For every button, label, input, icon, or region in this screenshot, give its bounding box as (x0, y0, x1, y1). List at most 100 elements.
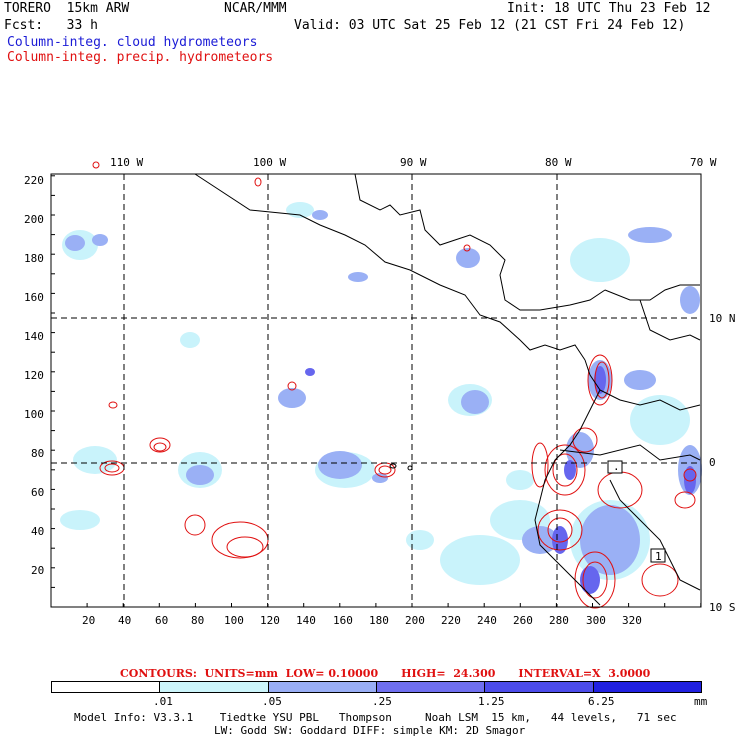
precip-contour (547, 517, 573, 543)
lon-label: 70 W (690, 156, 717, 169)
max-box-label: 1 (655, 550, 662, 563)
cloud-patch (552, 526, 568, 554)
lat-lon-grid (51, 174, 701, 607)
cloud-patch (624, 370, 656, 390)
valid-time: Valid: 03 UTC Sat 25 Feb 12 (21 CST Fri … (294, 18, 686, 33)
central-america-coast (194, 173, 586, 361)
precip-contour (544, 444, 586, 496)
precip-contour (463, 244, 471, 252)
cloud-legend: Column-integ. cloud hydrometeors (7, 35, 258, 50)
south-america-west-coast (534, 359, 601, 606)
cloud-patch (564, 460, 576, 480)
coastlines (194, 173, 701, 606)
x-tick: 220 (441, 614, 461, 627)
max-box-label: . (613, 460, 620, 473)
model-info: Model Info: V3.3.1 Tiedtke YSU PBL Thomp… (74, 711, 677, 724)
colorbar-label: .25 (372, 695, 392, 708)
colorbar-segment (485, 682, 594, 692)
ecuador-peru-border (559, 444, 701, 461)
x-tick: 260 (513, 614, 533, 627)
precip-contour (683, 468, 697, 482)
heavy-cloud-areas (305, 366, 696, 594)
colorbar-label: 1.25 (478, 695, 505, 708)
model-title: TORERO 15km ARW (4, 1, 130, 16)
init-time: Init: 18 UTC Thu 23 Feb 12 (507, 1, 711, 16)
cloud-patch (318, 451, 362, 479)
org-label: NCAR/MMM (224, 1, 287, 16)
cloud-patch (506, 470, 534, 490)
precip-legend: Column-integ. precip. hydrometeors (7, 50, 274, 65)
medium-cloud-areas (65, 210, 702, 575)
colorbar-segment (376, 682, 486, 692)
caribbean-coast (354, 173, 606, 311)
lon-label: 90 W (400, 156, 427, 169)
x-tick: 60 (155, 614, 169, 627)
max-box (650, 548, 666, 563)
colorbar-segment (160, 682, 269, 692)
precip-contour (552, 453, 578, 487)
x-tick: 240 (477, 614, 497, 627)
colombia-border (599, 389, 701, 411)
y-tick: 80 (31, 447, 45, 460)
colorbar-label: 6.25 (588, 695, 615, 708)
precip-contour (594, 361, 610, 399)
physics-info: LW: Godd SW: Goddard DIFF: simple KM: 2D… (214, 724, 526, 737)
cloud-patch (60, 510, 100, 530)
cloud-patch (630, 395, 690, 445)
y-tick: 180 (24, 252, 44, 265)
x-tick: 300 (586, 614, 606, 627)
cloud-patch (186, 465, 214, 485)
precip-contour (641, 563, 679, 597)
y-tick: 120 (24, 369, 44, 382)
max-box (607, 460, 623, 474)
precip-contour (153, 442, 167, 452)
x-tick: 320 (622, 614, 642, 627)
x-tick: 80 (191, 614, 205, 627)
y-tick: 140 (24, 330, 44, 343)
precip-contour (537, 509, 583, 551)
galapagos-islands (407, 465, 413, 471)
hydrometeor-fields (60, 202, 702, 594)
precip-contour (149, 437, 171, 453)
lat-label: 0 (709, 456, 716, 469)
tick-marks (50, 175, 702, 608)
x-tick: 160 (333, 614, 353, 627)
lon-label: 80 W (545, 156, 572, 169)
precip-contour (104, 463, 120, 473)
cloud-patch (348, 272, 368, 282)
cloud-patch (440, 535, 520, 585)
x-tick: 180 (369, 614, 389, 627)
colorbar-label: .05 (262, 695, 282, 708)
lat-label: 10 S (709, 601, 736, 614)
lon-label: 100 W (253, 156, 287, 169)
cloud-patch (180, 332, 200, 348)
colorbar-segment (268, 682, 377, 692)
lat-label: 10 N (709, 312, 736, 325)
cloud-patch (456, 248, 480, 268)
precip-contour (378, 465, 392, 475)
cloud-patch (286, 202, 314, 218)
cloud-patch (305, 368, 315, 376)
lon-label: 110 W (110, 156, 144, 169)
colorbar-segment (593, 682, 701, 692)
colorbar-unit: mm (694, 695, 708, 708)
precip-contour (108, 401, 118, 409)
cloud-patch (461, 390, 489, 414)
x-tick: 280 (549, 614, 569, 627)
peru-brazil-border (609, 479, 701, 591)
y-tick: 220 (24, 174, 44, 187)
y-tick: 60 (31, 486, 45, 499)
cloud-patch (684, 466, 696, 494)
cloud-patch (372, 473, 388, 483)
x-tick: 140 (296, 614, 316, 627)
y-tick: 100 (24, 408, 44, 421)
x-tick: 100 (224, 614, 244, 627)
precip-contour (226, 536, 264, 558)
cloud-patch (406, 530, 434, 550)
precip-contour (531, 442, 549, 488)
precip-contour (92, 161, 100, 169)
precip-contour (287, 381, 297, 391)
y-tick: 200 (24, 213, 44, 226)
x-tick: 200 (405, 614, 425, 627)
